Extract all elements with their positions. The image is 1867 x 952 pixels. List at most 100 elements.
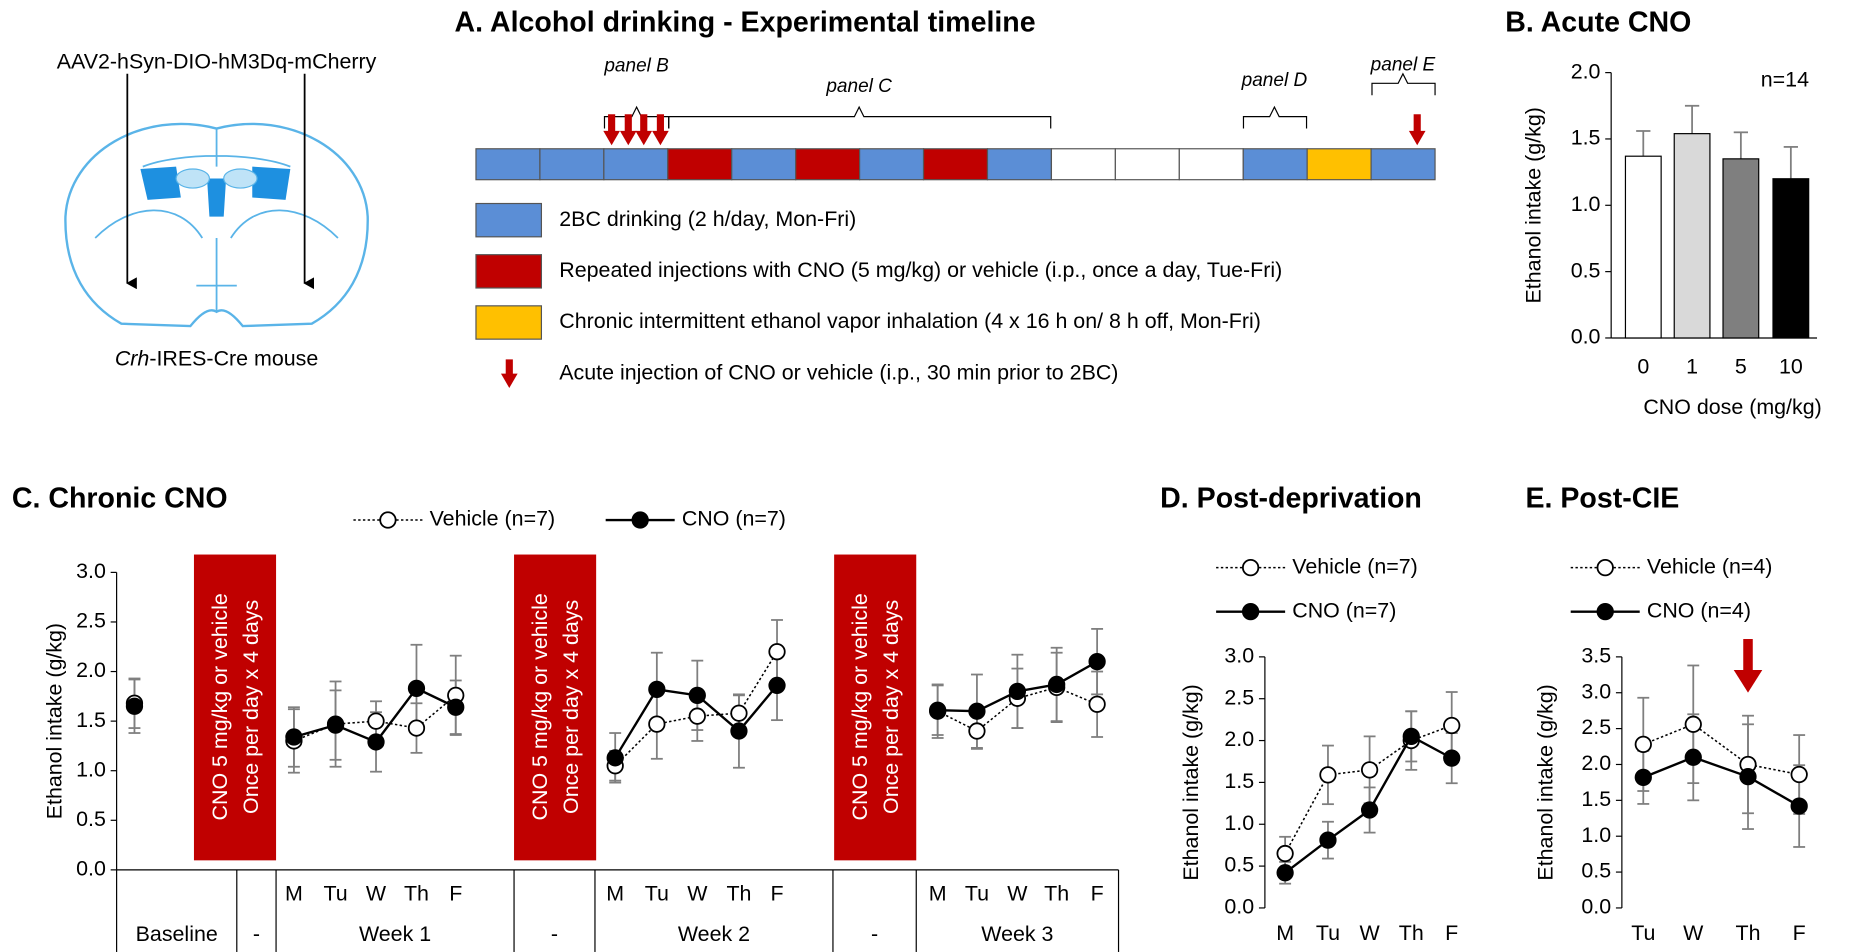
bar (1772, 178, 1810, 339)
marker (768, 643, 786, 661)
x-tick-label: Tu (965, 882, 989, 906)
marker (407, 719, 426, 737)
group-label: Baseline (136, 922, 218, 946)
group-label: - (551, 922, 558, 946)
x-tick-label: W (687, 882, 708, 906)
arrow-stem (1413, 114, 1421, 134)
treatment-block (834, 554, 917, 861)
gene: Crh (115, 346, 150, 370)
y-tick-label: 2.5 (1581, 715, 1611, 739)
bar (1722, 158, 1760, 339)
timeline-cell (795, 148, 861, 181)
mouse-label: Crh-IRES-Cre mouse (115, 346, 318, 370)
y-tick-label: 3.5 (1581, 644, 1611, 668)
y-axis-label: Ethanol intake (g/kg) (43, 623, 67, 819)
group-label: Week 1 (359, 922, 431, 946)
y-tick-label: 2.5 (76, 609, 106, 633)
brace (668, 105, 1052, 129)
marker (1319, 766, 1337, 784)
timeline-cell (603, 148, 669, 181)
marker (730, 704, 748, 722)
y-tick-label: 2.0 (1581, 751, 1611, 775)
x-tick-label: F (449, 882, 462, 906)
legend-swatch (475, 254, 543, 289)
marker (929, 701, 947, 719)
x-tick-label: F (1445, 921, 1458, 945)
arrow-head (619, 130, 637, 146)
marker (125, 697, 144, 715)
y-axis-label: Ethanol intake (g/kg) (1179, 684, 1203, 880)
y-tick-label: 2.0 (1224, 727, 1254, 751)
timeline-cell (1370, 148, 1436, 181)
marker (1684, 715, 1702, 733)
y-tick-label: 3.0 (1581, 679, 1611, 703)
marker (1790, 797, 1808, 815)
marker (768, 676, 786, 695)
group-label: Week 2 (678, 922, 750, 946)
x-tick-label: 10 (1779, 354, 1803, 378)
y-tick-label: 2.0 (76, 658, 106, 682)
panel-label: panel D (1241, 70, 1308, 91)
block-label: Once per day x 4 days (239, 600, 263, 814)
legend-marker (631, 511, 649, 529)
legend-label: Chronic intermittent ethanol vapor inhal… (559, 309, 1261, 333)
marker (648, 680, 666, 699)
x-tick-label: 5 (1735, 354, 1747, 378)
legend-swatch (475, 202, 543, 238)
marker (1634, 735, 1652, 754)
legend-label: 2BC drinking (2 h/day, Mon-Fri) (559, 207, 856, 231)
legend-marker (1596, 603, 1614, 621)
x-tick-label: Th (1399, 921, 1424, 945)
x-tick-label: Tu (1316, 921, 1340, 945)
legend-label: Acute injection of CNO or vehicle (i.p.,… (559, 360, 1118, 384)
bar (1673, 133, 1711, 339)
marker (1048, 675, 1066, 694)
marker (326, 716, 345, 734)
marker (1360, 761, 1379, 779)
timeline: A. Alcohol drinking - Experimental timel… (455, 6, 1436, 129)
y-tick-label: 1.5 (1581, 787, 1611, 811)
y-tick-label: 1.0 (1571, 192, 1601, 216)
timeline-cell (667, 148, 733, 181)
block-label: Once per day x 4 days (559, 600, 583, 814)
vector-label: AAV2-hSyn-DIO-hM3Dq-mCherry (57, 50, 377, 74)
x-tick-label: M (929, 882, 947, 906)
y-tick-label: 0.5 (1224, 853, 1254, 877)
chart-title: C. Chronic CNO (12, 482, 228, 514)
strain: -IRES-Cre mouse (149, 346, 318, 370)
x-tick-label: F (770, 882, 783, 906)
y-tick-label: 2.5 (1224, 685, 1254, 709)
chart-title: E. Post-CIE (1525, 482, 1679, 514)
brace (1371, 72, 1436, 96)
series-line (1643, 723, 1800, 776)
treatment-block (193, 554, 277, 861)
legend-marker (1241, 558, 1260, 577)
x-tick-label: Tu (323, 882, 347, 906)
x-tick-label: W (1360, 921, 1381, 945)
x-tick-label: F (1793, 921, 1806, 945)
series-line (1284, 724, 1452, 854)
legend-label: Repeated injections with CNO (5 mg/kg) o… (559, 258, 1282, 282)
marker (1634, 768, 1652, 787)
chart-title: B. Acute CNO (1505, 6, 1691, 38)
legend-marker (379, 511, 397, 529)
block-label: Once per day x 4 days (879, 600, 903, 814)
y-tick-label: 1.0 (76, 757, 106, 781)
legend-label: CNO (n=4) (1647, 598, 1751, 622)
treatment-block (514, 554, 597, 861)
x-tick-label: F (1091, 882, 1104, 906)
marker (1276, 864, 1294, 882)
arrow-stem (505, 359, 513, 377)
timeline-cell (1114, 148, 1180, 181)
timeline-cell (1050, 148, 1116, 181)
x-tick-label: 1 (1686, 354, 1698, 378)
group-label: - (253, 922, 260, 946)
timeline-cell (731, 148, 797, 181)
marker (968, 702, 986, 720)
y-tick-label: 2.0 (1571, 59, 1601, 83)
panel-label: panel C (825, 76, 892, 97)
timeline-cell (1306, 148, 1372, 181)
timeline-cell (922, 148, 989, 181)
block-label: CNO 5 mg/kg or vehicle (528, 593, 552, 820)
timeline-cell (986, 148, 1053, 181)
